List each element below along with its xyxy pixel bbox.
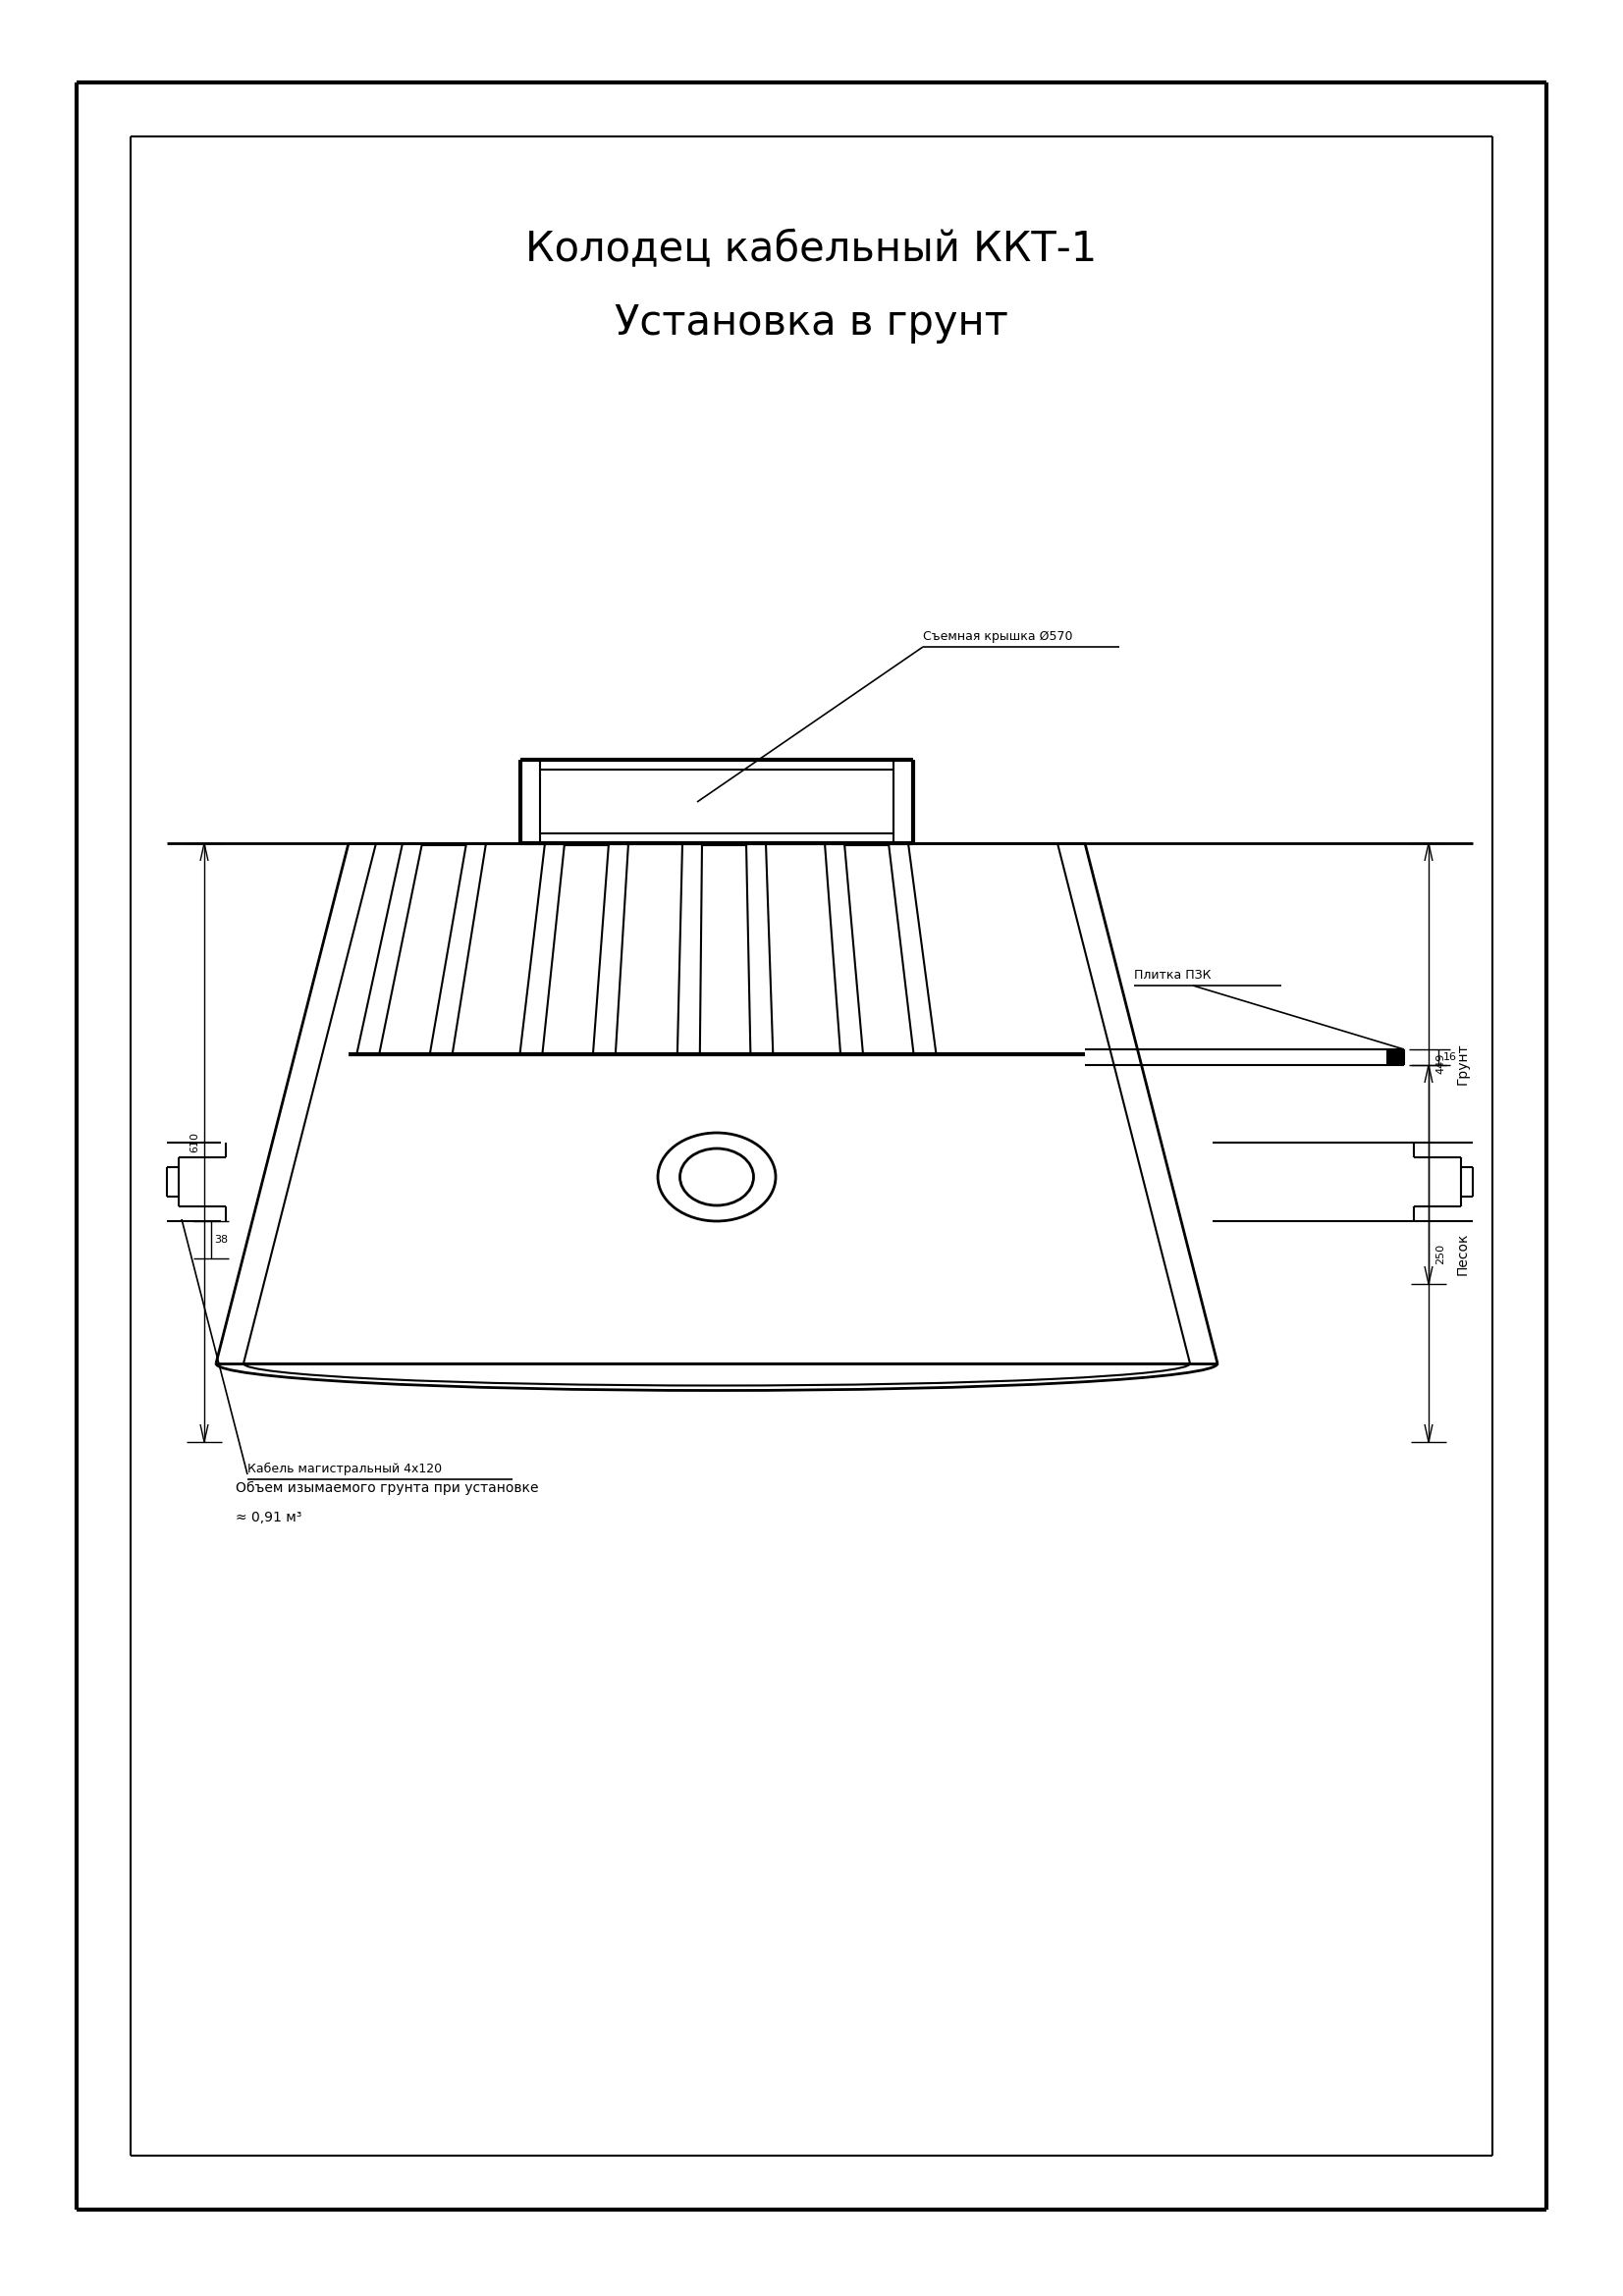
Text: 610: 610 [190, 1132, 200, 1153]
Text: 250: 250 [1435, 1242, 1446, 1263]
Text: Плитка ПЗК: Плитка ПЗК [1134, 969, 1211, 983]
Text: Установка в грунт: Установка в грунт [613, 303, 1008, 344]
Text: 449: 449 [1435, 1052, 1446, 1075]
Text: 38: 38 [214, 1235, 227, 1244]
Text: Съемная крышка Ø570: Съемная крышка Ø570 [923, 629, 1073, 643]
Text: ≈ 0,91 м³: ≈ 0,91 м³ [235, 1511, 302, 1525]
Text: Кабель магистральный 4х120: Кабель магистральный 4х120 [247, 1463, 441, 1476]
Text: Грунт: Грунт [1456, 1042, 1470, 1084]
Text: Песок: Песок [1456, 1233, 1470, 1274]
Text: Колодец кабельный ККТ-1: Колодец кабельный ККТ-1 [526, 230, 1097, 271]
Text: 16: 16 [1443, 1052, 1457, 1063]
Text: Объем изымаемого грунта при установке: Объем изымаемого грунта при установке [235, 1481, 539, 1495]
Bar [1386, 1049, 1404, 1065]
